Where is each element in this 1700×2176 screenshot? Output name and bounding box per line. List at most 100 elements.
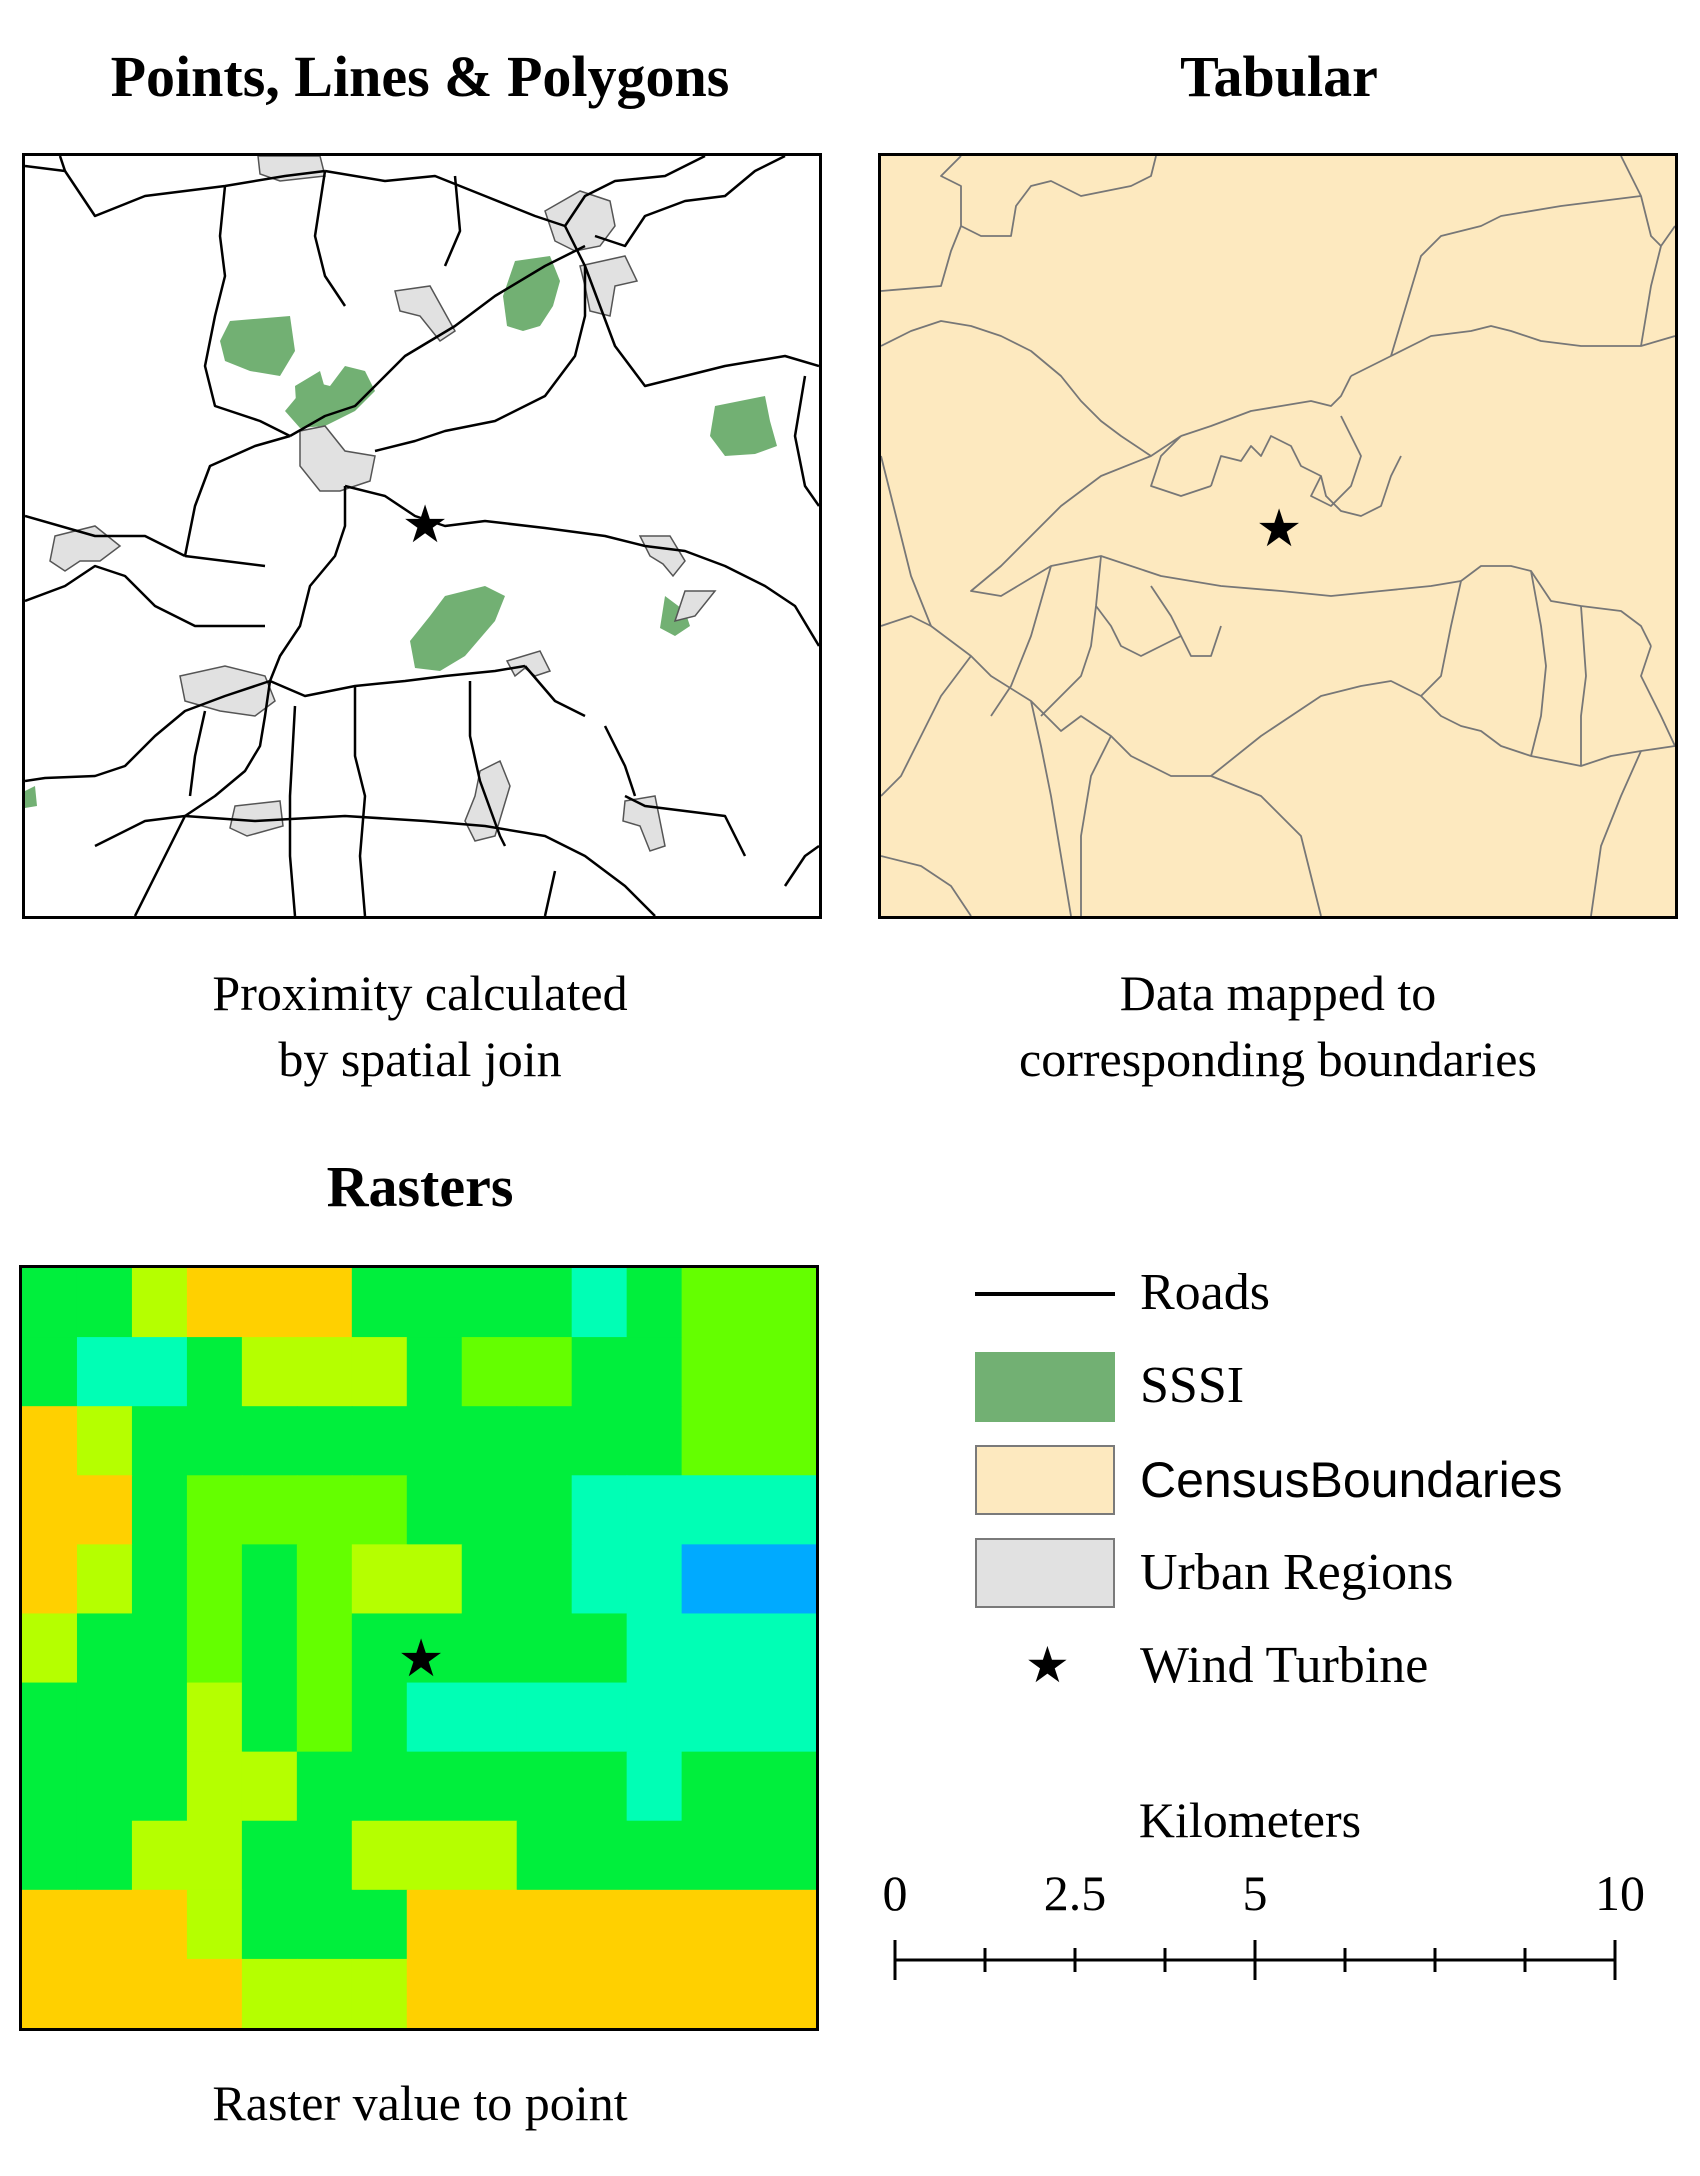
raster-cell [186,1682,243,1753]
raster-cell [296,1682,353,1753]
road [524,665,586,718]
census-boundary [970,455,1462,597]
road [603,725,637,797]
raster-cell [681,1820,738,1891]
raster-cell [351,1406,408,1476]
raster-cell [131,1820,188,1891]
raster-cell [626,1475,683,1545]
raster-cell [626,1682,683,1753]
road [268,486,347,682]
raster-cell [296,1475,353,1545]
raster-cell [571,1268,628,1338]
raster-cell [186,1958,243,2028]
road [25,514,186,558]
caption-tabular-line2: corresponding boundaries [1019,1031,1537,1087]
census-boundary [960,156,1157,237]
raster-cell [131,1475,188,1545]
sssi-polygon [220,316,295,376]
raster-cell [681,1268,738,1338]
raster-cell [461,1682,518,1753]
raster-cell [516,1475,573,1545]
raster-map: ★ [19,1265,819,2031]
scale-tick-label: 5 [1242,1865,1268,1921]
sssi-polygon [503,256,560,331]
legend-label-sssi: SSSI [1140,1357,1245,1414]
raster-cell [76,1820,133,1891]
raster-cell [186,1751,243,1822]
legend-label-urban: Urban Regions [1140,1544,1454,1601]
legend-label-census: CensusBoundaries [1140,1452,1563,1508]
raster-cell [516,1889,573,1960]
sssi-polygon [410,586,505,671]
raster-cell [406,1682,463,1753]
census-boundary [990,565,1052,717]
urban-region [229,800,284,837]
raster-cell [406,1751,463,1822]
raster-cell [681,1889,738,1960]
road [25,679,271,783]
raster-cell [736,1475,816,1545]
tabular-map: ★ [878,153,1678,919]
raster-cell [351,1682,408,1753]
legend-swatch-urban [975,1538,1115,1608]
raster-cell [241,1268,298,1338]
raster-cell [296,1613,353,1684]
raster-cell [76,1544,133,1615]
raster-cell [351,1889,408,1960]
panel-title-tabular: Tabular [1180,44,1378,109]
raster-cell [736,1820,816,1891]
raster-cell [131,1751,188,1822]
raster-cell [571,1406,628,1476]
raster-cell [626,1406,683,1476]
raster-cell [516,1682,573,1753]
census-boundary [1420,580,1462,697]
wind-turbine-star-icon: ★ [398,1629,445,1689]
raster-cell [186,1268,243,1338]
urban-region [638,535,686,578]
raster-cell [736,1406,816,1476]
raster-cell [571,1751,628,1822]
census-background [881,156,1675,916]
raster-cell [406,1544,463,1615]
census-boundary [1030,700,1072,916]
raster-cell [461,1337,518,1407]
raster-cell [736,1889,816,1960]
raster-cell [186,1889,243,1960]
caption-vector-line2: by spatial join [278,1031,562,1087]
raster-cell [406,1268,463,1338]
raster-cell [241,1682,298,1753]
caption-tabular-line1: Data mapped to [1119,965,1437,1021]
raster-cell [681,1406,738,1476]
urban-region [257,156,326,182]
raster-cell [76,1889,133,1960]
scale-tick-label: 10 [1595,1865,1645,1921]
urban-region [544,190,616,252]
raster-cell [131,1544,188,1615]
vector-map-canvas: ★ [25,156,819,916]
raster-cell [76,1406,133,1476]
sssi-polygon [25,786,37,808]
census-boundary [1640,225,1675,347]
caption-vector-line1: Proximity calculated [212,965,628,1021]
raster-cell [76,1268,133,1338]
raster-cell [406,1406,463,1476]
raster-cell [186,1820,243,1891]
census-boundary [1150,585,1182,637]
raster-cell [736,1958,816,2028]
raster-cell [22,1406,78,1476]
raster-cell [571,1820,628,1891]
raster-cell [736,1613,816,1684]
census-boundary [881,615,1322,916]
sssi-polygon [660,596,690,636]
census-boundary [881,455,932,627]
raster-cell [406,1475,463,1545]
panel-title-vector: Points, Lines & Polygons [110,44,730,109]
raster-cell [241,1751,298,1822]
raster-cell [76,1682,133,1753]
raster-cell [296,1544,353,1615]
raster-cell [626,1958,683,2028]
raster-cell [22,1751,78,1822]
raster-cell [681,1337,738,1407]
raster-cell [241,1475,298,1545]
caption-raster-line1: Raster value to point [212,2075,628,2131]
